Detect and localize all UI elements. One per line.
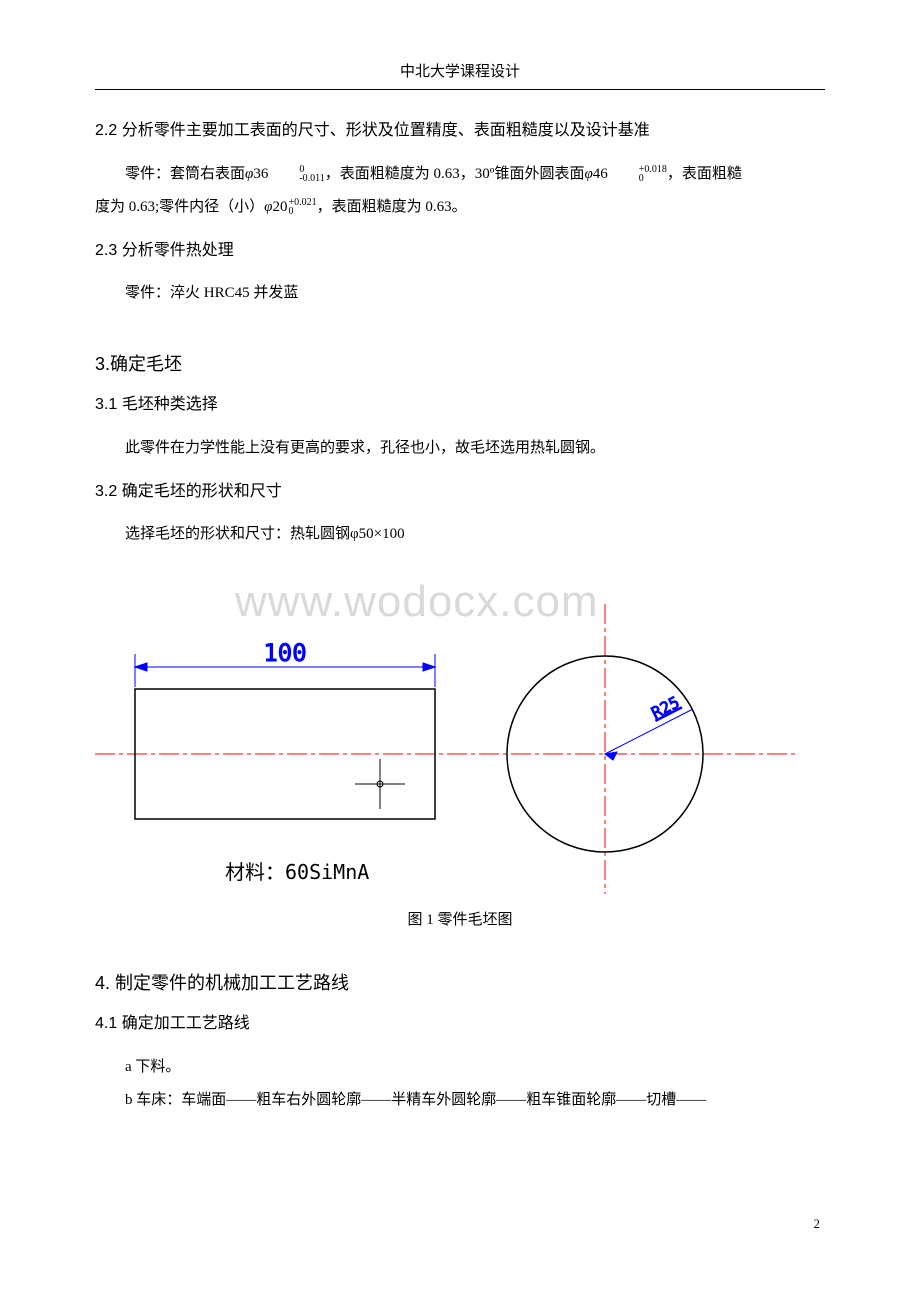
heading-3-2: 3.2 确定毛坯的形状和尺寸 <box>95 479 825 505</box>
para-2-2-a: 零件：套筒右表面 <box>125 166 245 182</box>
para-2-2-e: ，表面粗糙度为 0.63。 <box>317 199 467 215</box>
dim3-base: 20 <box>272 199 287 215</box>
para-3-1: 此零件在力学性能上没有更高的要求，孔径也小，故毛坯选用热轧圆钢。 <box>95 432 825 465</box>
dim1-base: 36 <box>253 166 268 182</box>
para-3-2: 选择毛坯的形状和尺寸：热轧圆钢φ50×100 <box>95 518 825 551</box>
dim2-base: 46 <box>593 166 608 182</box>
header-title: 中北大学课程设计 <box>95 60 825 81</box>
heading-4: 4. 制定零件的机械加工工艺路线 <box>95 969 825 995</box>
para-2-2-b: ，表面粗糙度为 0.63，30º锥面外圆表面 <box>325 166 585 182</box>
radius-label: R25 <box>648 693 682 723</box>
centerline-group <box>95 604 795 894</box>
para-2-3: 零件：淬火 HRC45 并发蓝 <box>95 277 825 310</box>
header-rule <box>95 89 825 90</box>
phi-icon-2: φ <box>584 166 592 182</box>
page-container: 中北大学课程设计 2.2 分析零件主要加工表面的尺寸、形状及位置精度、表面粗糙度… <box>0 0 920 1157</box>
page-number: 2 <box>814 1216 821 1232</box>
para-2-2-line2: 度为 0.63;零件内径（小）φ20+0.0210，表面粗糙度为 0.63。 <box>95 191 825 224</box>
para-2-2-line1: 零件：套筒右表面φ360-0.011，表面粗糙度为 0.63，30º锥面外圆表面… <box>95 158 825 191</box>
item-4-1-b: b 车床：车端面——粗车右外圆轮廓——半精车外圆轮廓——粗车锥面轮廓——切槽—— <box>95 1084 825 1117</box>
crosshair-icon <box>355 759 405 809</box>
dim2-sup: +0.018 <box>609 165 667 174</box>
dim1-tol: 0-0.011 <box>269 165 324 183</box>
figure-1-svg: 100 R25 材料：60SiMnA <box>95 559 795 899</box>
material-label: 材料：60SiMnA <box>225 860 369 884</box>
dim2-sub: 0 <box>609 174 667 183</box>
dim2-tol: +0.0180 <box>609 165 667 183</box>
figure-1-wrap: www.wodocx.com 100 <box>95 559 825 929</box>
radius-leader: R25 <box>605 693 693 760</box>
para-2-2-c: ，表面粗糙 <box>667 166 742 182</box>
dim-100-label: 100 <box>263 639 306 667</box>
heading-4-1: 4.1 确定加工工艺路线 <box>95 1011 825 1037</box>
dim3-sub: 0 <box>288 207 316 216</box>
para-2-2-d: 度为 0.63;零件内径（小） <box>95 199 264 215</box>
heading-2-3: 2.3 分析零件热处理 <box>95 238 825 264</box>
figure-1-caption: 图 1 零件毛坯图 <box>95 908 825 929</box>
heading-3-1: 3.1 毛坯种类选择 <box>95 392 825 418</box>
item-4-1-a: a 下料。 <box>95 1051 825 1084</box>
dimension-group: 100 <box>135 639 435 687</box>
heading-2-2: 2.2 分析零件主要加工表面的尺寸、形状及位置精度、表面粗糙度以及设计基准 <box>95 118 825 144</box>
dim3-tol: +0.0210 <box>288 198 316 216</box>
heading-3: 3.确定毛坯 <box>95 350 825 376</box>
dim1-sub: -0.011 <box>269 174 324 183</box>
